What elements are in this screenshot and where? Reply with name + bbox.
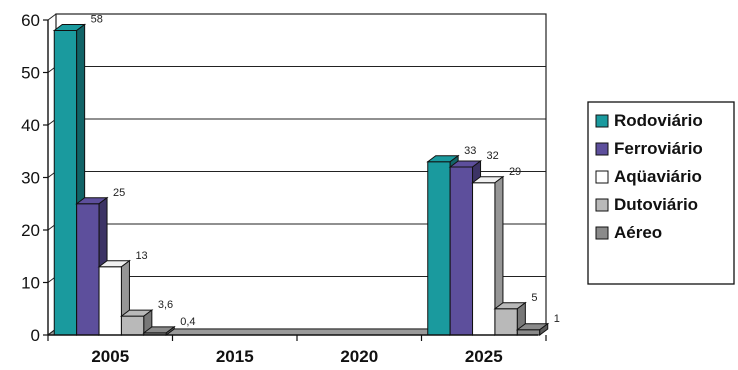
legend-swatch: [595, 226, 609, 240]
legend-label: Aéreo: [614, 223, 662, 242]
data-label: 13: [135, 250, 147, 262]
legend-entry: Aéreo: [595, 223, 662, 242]
bar-front: [516, 329, 541, 336]
legend: Rodoviário Ferroviário Aqüaviário Dutoviári…: [587, 101, 735, 285]
x-tick-label: 2015: [216, 347, 254, 366]
legend-label: Ferroviário: [614, 139, 703, 158]
bar-front: [494, 308, 518, 336]
y-tick-label: 30: [21, 169, 40, 188]
bar-front: [427, 161, 451, 336]
legend-box: [587, 101, 735, 285]
bar: [515, 322, 550, 336]
y-tick-label: 0: [31, 326, 40, 345]
legend-label: Dutoviário: [614, 195, 698, 214]
legend-swatch: [595, 170, 609, 184]
legend-label: Rodoviário: [614, 111, 703, 130]
data-label: 1: [554, 313, 560, 325]
axes: 0 10 20 30 40 50 60 2005 2015 2020 2025: [21, 11, 547, 366]
legend-entry: Aqüaviário: [595, 167, 702, 186]
gridline-side: [47, 13, 57, 21]
bar-front: [98, 266, 122, 336]
legend-swatch: [595, 198, 609, 212]
y-tick-label: 10: [21, 274, 40, 293]
legend-entry: Dutoviário: [595, 195, 698, 214]
bar-front: [120, 315, 145, 336]
y-tick-label: 40: [21, 116, 40, 135]
data-label: 29: [509, 166, 521, 178]
bar-front: [449, 166, 474, 336]
legend-entry: Rodoviário: [595, 111, 703, 130]
data-label: 0,4: [180, 316, 195, 328]
x-tick-label: 2025: [465, 347, 503, 366]
legend-label: Aqüaviário: [614, 167, 702, 186]
y-tick-label: 60: [21, 11, 40, 30]
data-label: 5: [531, 292, 537, 304]
legend-swatch: [595, 114, 609, 128]
bar-side: [539, 322, 549, 336]
x-tick-label: 2005: [91, 347, 129, 366]
legend-swatch: [595, 142, 609, 156]
bar: [97, 259, 131, 336]
x-tick-label: 2020: [340, 347, 378, 366]
bar-front: [472, 182, 496, 336]
data-label: 58: [91, 14, 103, 26]
legend-entry: Ferroviário: [595, 139, 703, 158]
data-label: 3,6: [158, 299, 173, 311]
bar-front: [76, 203, 100, 336]
y-tick-label: 50: [21, 64, 40, 83]
data-label: 32: [487, 150, 499, 162]
data-label: 33: [464, 145, 476, 157]
data-label: 25: [113, 187, 125, 199]
y-tick-label: 20: [21, 221, 40, 240]
bar-front: [53, 30, 78, 336]
data-labels: 58 25 13 3,6 0,4 33 32 29 5 1: [91, 14, 560, 328]
